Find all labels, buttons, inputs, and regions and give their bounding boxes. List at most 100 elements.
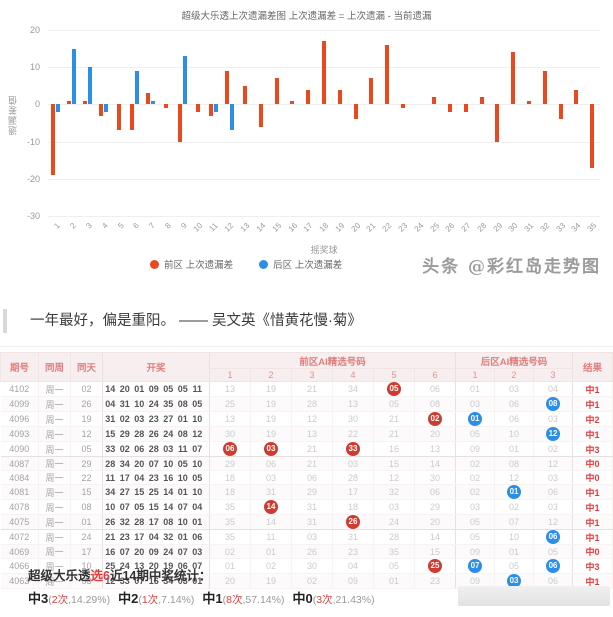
x-tick-label: 31 [522,221,536,234]
stat-item: 中3(2次,14.29%) [28,591,111,606]
bar-front-20 [353,104,358,120]
bar-front-17 [306,89,311,105]
result-cell: 中1 [572,499,613,515]
back-ai-number-cell: 06 [533,573,574,589]
back-subcol-header: 1 [455,368,496,382]
day-cell: 26 [70,396,103,412]
x-tick-label: 35 [585,221,599,234]
front-ai-number-cell: 12 [291,411,333,427]
front-ai-number-cell: 19 [250,396,292,412]
bar-front-23 [400,104,405,109]
back-ai-number-cell: 01 [494,544,535,559]
col-header-result: 结果 [572,352,613,382]
front-ai-number-cell: 13 [209,381,251,397]
x-tick-label: 7 [147,221,157,231]
week-cell: 周一 [38,514,71,530]
col-header-draw: 开奖 [102,352,210,382]
week-cell: 周一 [38,484,71,500]
front-ai-number-cell: 12 [373,470,415,485]
front-ai-number-cell: 29 [291,484,333,500]
table-row: 4102 周一 02 14 20 01 09 05 05 11 13 19 21 34 05 06 01 03 04… [0,381,613,397]
week-cell: 周一 [38,558,71,574]
back-ai-number-cell: 03 [533,470,574,485]
table-row: 4081 周一 15 34 27 15 25 14 01 10 18 31 29 17 32 06 02 01 06… [0,484,613,500]
bar-front-22 [385,44,390,105]
bar-front-10 [195,104,200,112]
legend-item-back: 后区 上次遗漏差 [259,257,342,271]
draw-numbers-cell: 12 33 07 16 34 03 01 [102,573,210,589]
table-row: 4066 周一 10 25 24 13 20 19 06 07 01 02 30 04 05 25 07 05 06… [0,558,613,574]
back-subcol-header: 3 [533,368,574,382]
back-ai-number-cell: 12 [533,514,574,530]
back-ai-number-cell: 06 [533,558,574,574]
week-cell: 周一 [38,470,71,485]
week-cell: 周一 [38,411,71,427]
draw-numbers-cell: 25 24 13 20 19 06 07 [102,558,210,574]
grid-line [48,141,600,143]
x-tick-label: 33 [554,221,567,234]
bar-front-3 [82,100,87,105]
back-ai-number-cell: 03 [455,396,496,412]
back-ai-number-cell: 03 [494,381,535,397]
issue-cell: 4066 [0,558,39,574]
front-ai-number-cell: 22 [332,426,374,442]
front-ai-number-cell: 19 [250,573,292,589]
bar-front-18 [322,41,326,105]
col-header-front-group: 前区AI精选号码 [208,352,457,369]
result-cell: 中1 [572,484,613,500]
bar-front-5 [116,104,121,131]
back-ai-number-cell: 07 [455,558,496,574]
quote-text: 一年最好，偏是重阳。 —— 吴文英《惜黄花慢·菊》 [30,313,362,329]
y-tick-label: 0 [34,99,40,110]
x-tick-label: 4 [100,221,110,231]
front-ai-number-cell: 04 [332,558,374,574]
quote-marker-bar [3,309,7,333]
day-cell: 10 [70,558,103,574]
table-row: 4078 周一 08 10 07 05 15 14 07 04 35 14 31 18 03 29 03 02 03… [0,499,613,515]
bar-front-21 [369,78,374,105]
issue-cell: 4099 [0,396,39,412]
front-ai-number-cell: 15 [373,456,415,471]
front-ai-number-cell: 30 [291,558,333,574]
result-cell: 中0 [572,456,613,471]
back-ai-number-cell: 02 [455,484,496,500]
front-ai-number-cell: 18 [332,499,374,515]
front-ai-number-cell: 21 [373,426,415,442]
week-cell: 周一 [38,396,71,412]
daily-quote: 一年最好，偏是重阳。 —— 吴文英《惜黄花慢·菊》 [0,303,613,347]
result-cell: 中1 [572,529,613,545]
front-ai-number-cell: 28 [291,396,333,412]
front-ai-number-cell: 29 [209,456,251,471]
front-ai-number-cell: 21 [291,456,333,471]
front-ai-number-cell: 02 [414,411,457,427]
x-axis-title: 摇奖球 [310,245,338,255]
result-cell: 中1 [572,426,613,442]
bar-back-2 [72,48,77,105]
table-row: 4093 周一 12 15 29 28 26 24 08 12 30 19 13 22 21 20 05 10 12… [0,426,613,442]
bar-front-13 [243,85,248,105]
issue-cell: 4063 [0,573,39,589]
summary-title-prefix: 超级大乐透 [28,569,91,583]
front-ai-number-cell: 33 [332,441,374,457]
grid-line [48,104,600,106]
issue-cell: 4078 [0,499,39,515]
x-tick-label: 27 [459,221,473,234]
bar-front-25 [432,96,437,105]
back-ai-number-cell: 02 [494,499,535,515]
front-ai-number-cell: 16 [373,441,415,457]
front-ai-number-cell: 11 [250,529,292,545]
bar-front-16 [290,100,295,105]
front-ai-number-cell: 21 [373,411,415,427]
draw-numbers-cell: 33 02 06 28 03 11 07 [102,441,210,457]
x-tick-label: 20 [349,221,362,234]
chart-plot: 1 2 3 4 5 6 7 8 9 10 11 12 13 14 15 16 17 18 19 20 21 22 23 24 2… [48,30,600,234]
front-ai-number-cell: 13 [291,426,333,442]
front-ai-number-cell: 08 [414,396,457,412]
back-ai-number-cell: 12 [494,470,535,485]
draw-numbers-cell: 16 07 20 09 24 07 03 [102,544,210,559]
front-ai-number-cell: 03 [250,441,292,457]
back-ai-number-cell: 08 [494,456,535,471]
